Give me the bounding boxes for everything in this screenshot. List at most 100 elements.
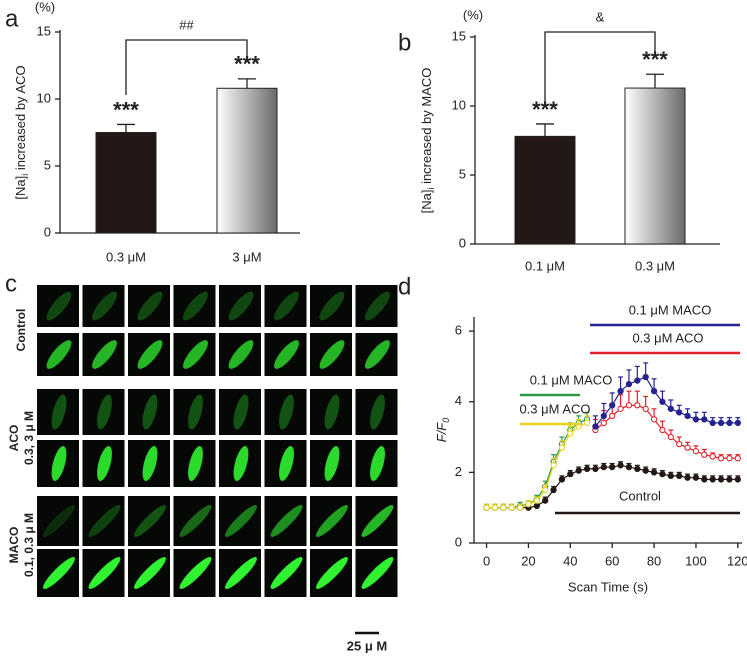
- data-point: [584, 466, 589, 471]
- label-part: F/F: [434, 422, 449, 443]
- data-point: [651, 470, 656, 475]
- data-point: [693, 417, 698, 422]
- panel-letter: c: [5, 270, 17, 297]
- legend-label: Control: [619, 488, 661, 503]
- data-point: [501, 505, 506, 510]
- x-tick-label: 120: [727, 553, 747, 568]
- data-point: [635, 378, 640, 383]
- series-line: [595, 405, 737, 458]
- bracket-label: ##: [179, 17, 194, 32]
- x-tick-label: 80: [647, 553, 661, 568]
- data-point: [534, 498, 539, 503]
- x-tick-label: 3 μM: [232, 249, 261, 264]
- legend-label: 0.1 μM MACO: [530, 372, 613, 387]
- data-point: [559, 477, 564, 482]
- data-point: [626, 403, 631, 408]
- y-tick-label: 10: [37, 90, 51, 105]
- y-tick-label: 2: [455, 464, 462, 479]
- y-tick-label: 5: [459, 166, 466, 181]
- data-point: [584, 420, 589, 425]
- data-point: [685, 475, 690, 480]
- data-point: [735, 420, 740, 425]
- data-point: [635, 466, 640, 471]
- x-tick-label: 0: [483, 553, 490, 568]
- data-point: [710, 477, 715, 482]
- data-point: [610, 413, 615, 418]
- data-point: [551, 463, 556, 468]
- series-line: [487, 465, 738, 507]
- data-point: [685, 413, 690, 418]
- series-line: [595, 377, 737, 426]
- data-point: [677, 473, 682, 478]
- row-label: MACO: [7, 527, 21, 564]
- data-point: [568, 431, 573, 436]
- data-point: [643, 468, 648, 473]
- data-point: [710, 420, 715, 425]
- data-point: [484, 505, 489, 510]
- data-point: [651, 389, 656, 394]
- y-tick-label: 0: [455, 534, 462, 549]
- bar: [515, 136, 575, 244]
- data-point: [551, 487, 556, 492]
- label-part: increased by MACO: [419, 68, 434, 188]
- subscript: 0: [441, 418, 451, 423]
- y-tick-label: 10: [452, 97, 466, 112]
- data-point: [576, 468, 581, 473]
- data-point: [593, 424, 598, 429]
- data-point: [601, 464, 606, 469]
- panel-letter: d: [398, 273, 411, 300]
- data-point: [610, 464, 615, 469]
- row-label: 0.3, 3 μ M: [22, 411, 36, 465]
- data-point: [626, 381, 631, 386]
- label-part: [Na]: [419, 190, 434, 214]
- legend-label: 0.1 μM MACO: [629, 302, 712, 317]
- legend-label: 0.3 μM ACO: [519, 401, 590, 416]
- x-tick-label: 40: [563, 553, 577, 568]
- data-point: [718, 477, 723, 482]
- data-point: [660, 399, 665, 404]
- data-point: [526, 502, 531, 507]
- x-tick-label: 100: [685, 553, 707, 568]
- data-point: [626, 464, 631, 469]
- data-point: [593, 466, 598, 471]
- data-point: [651, 417, 656, 422]
- data-point: [735, 477, 740, 482]
- data-point: [668, 473, 673, 478]
- data-point: [618, 406, 623, 411]
- x-tick-label: 0.1 μM: [525, 258, 565, 273]
- data-point: [534, 503, 539, 508]
- x-tick-label: 60: [605, 553, 619, 568]
- data-point: [660, 427, 665, 432]
- data-point: [727, 477, 732, 482]
- label-part: increased by ACO: [13, 65, 28, 173]
- data-point: [492, 505, 497, 510]
- data-point: [727, 456, 732, 461]
- data-point: [702, 477, 707, 482]
- x-tick-label: 0.3 μM: [635, 258, 675, 273]
- panel-letter: b: [398, 29, 411, 56]
- y-tick-label: 5: [44, 157, 51, 172]
- data-point: [643, 374, 648, 379]
- bar: [625, 88, 685, 244]
- data-point: [618, 463, 623, 468]
- data-point: [601, 413, 606, 418]
- data-point: [610, 403, 615, 408]
- data-point: [517, 505, 522, 510]
- data-point: [685, 445, 690, 450]
- y-tick-label: 0: [459, 235, 466, 250]
- legend-label: 0.3 μM ACO: [632, 330, 703, 345]
- significance: ***: [113, 97, 139, 122]
- bracket: [126, 40, 247, 95]
- data-point: [677, 442, 682, 447]
- data-point: [727, 420, 732, 425]
- data-point: [710, 454, 715, 459]
- data-point: [693, 475, 698, 480]
- data-point: [668, 406, 673, 411]
- x-axis-label: Scan Time (s): [568, 579, 648, 594]
- y-tick-label: 15: [37, 23, 51, 38]
- row-label: ACO: [7, 425, 21, 452]
- data-point: [693, 449, 698, 454]
- data-point: [509, 505, 514, 510]
- data-point: [543, 498, 548, 503]
